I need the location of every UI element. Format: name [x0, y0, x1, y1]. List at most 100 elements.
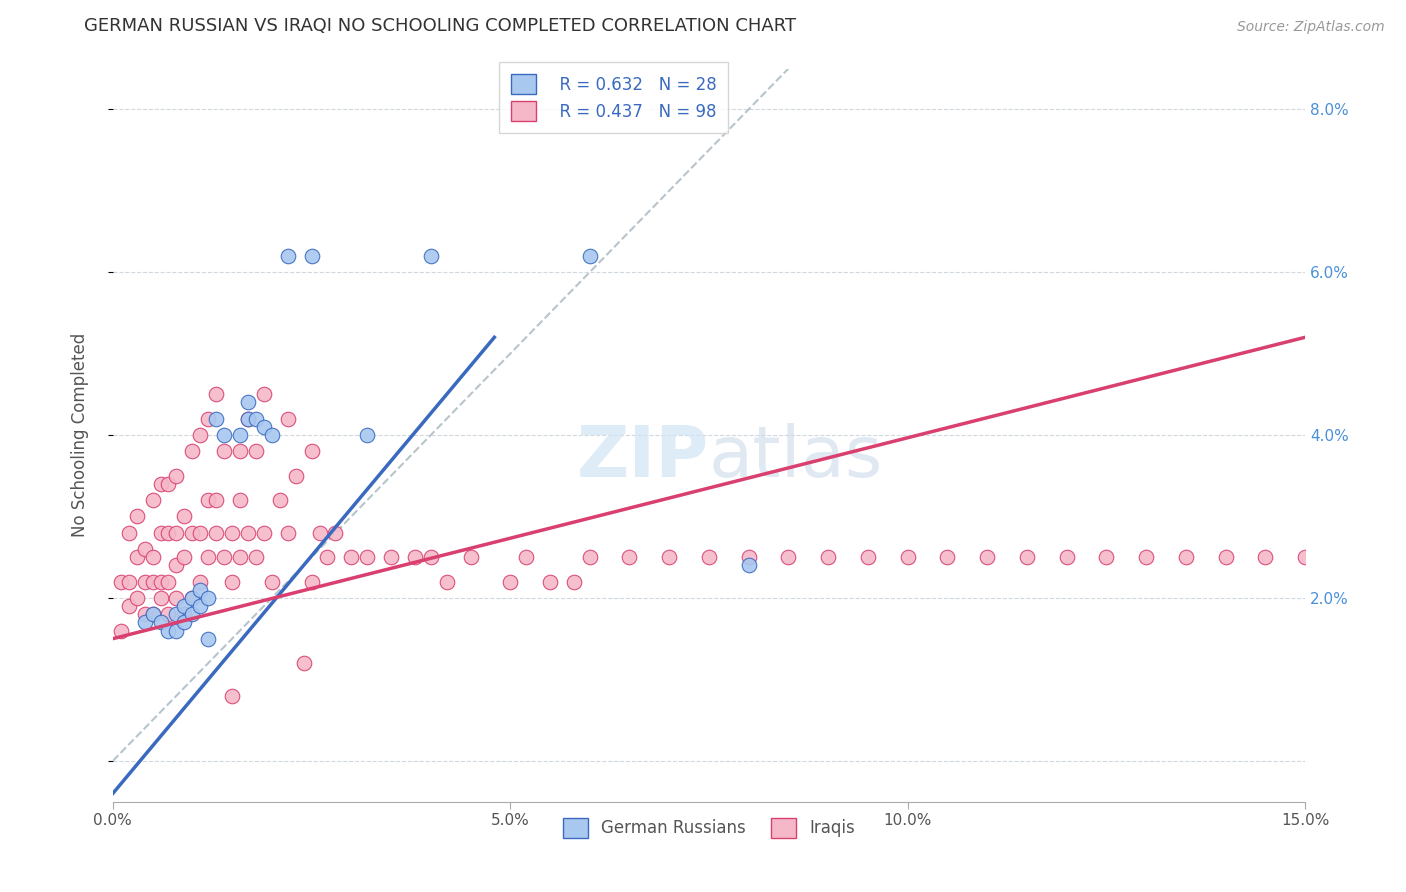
Legend: German Russians, Iraqis: German Russians, Iraqis — [557, 811, 862, 845]
Point — [173, 615, 195, 630]
Point — [188, 599, 211, 613]
Point — [118, 574, 141, 589]
Point — [181, 444, 204, 458]
Point — [538, 574, 561, 589]
Point — [165, 525, 187, 540]
Point — [149, 574, 172, 589]
Point — [188, 574, 211, 589]
Point — [419, 249, 441, 263]
Point — [284, 468, 307, 483]
Point — [125, 509, 148, 524]
Point — [277, 249, 299, 263]
Point — [236, 411, 259, 425]
Point — [165, 468, 187, 483]
Point — [197, 493, 219, 508]
Point — [134, 607, 156, 622]
Point — [1333, 550, 1355, 565]
Point — [173, 599, 195, 613]
Point — [110, 574, 132, 589]
Point — [229, 428, 252, 442]
Point — [142, 607, 165, 622]
Point — [245, 411, 267, 425]
Point — [380, 550, 402, 565]
Point — [897, 550, 920, 565]
Point — [404, 550, 426, 565]
Point — [229, 493, 252, 508]
Point — [658, 550, 681, 565]
Point — [157, 477, 180, 491]
Point — [165, 624, 187, 638]
Point — [212, 428, 235, 442]
Point — [157, 525, 180, 540]
Point — [229, 550, 252, 565]
Point — [738, 558, 761, 573]
Point — [118, 525, 141, 540]
Point — [157, 607, 180, 622]
Point — [173, 509, 195, 524]
Point — [253, 387, 276, 401]
Point — [301, 249, 323, 263]
Point — [316, 550, 339, 565]
Point — [212, 550, 235, 565]
Point — [1215, 550, 1237, 565]
Point — [245, 550, 267, 565]
Point — [436, 574, 458, 589]
Point — [356, 428, 378, 442]
Point — [188, 582, 211, 597]
Point — [260, 574, 283, 589]
Point — [1095, 550, 1118, 565]
Point — [340, 550, 363, 565]
Point — [134, 542, 156, 557]
Point — [188, 525, 211, 540]
Text: atlas: atlas — [709, 423, 883, 491]
Point — [181, 591, 204, 605]
Point — [277, 525, 299, 540]
Point — [253, 420, 276, 434]
Point — [142, 493, 165, 508]
Text: ZIP: ZIP — [576, 423, 709, 491]
Point — [197, 632, 219, 646]
Point — [619, 550, 641, 565]
Point — [1174, 550, 1197, 565]
Point — [301, 574, 323, 589]
Point — [173, 550, 195, 565]
Point — [236, 411, 259, 425]
Point — [460, 550, 482, 565]
Point — [142, 574, 165, 589]
Point — [356, 550, 378, 565]
Point — [277, 411, 299, 425]
Point — [245, 444, 267, 458]
Point — [1135, 550, 1157, 565]
Point — [260, 428, 283, 442]
Point — [778, 550, 800, 565]
Point — [292, 656, 315, 670]
Point — [149, 591, 172, 605]
Point — [936, 550, 959, 565]
Point — [253, 525, 276, 540]
Point — [134, 615, 156, 630]
Point — [1254, 550, 1277, 565]
Point — [269, 493, 291, 508]
Point — [236, 395, 259, 409]
Point — [1056, 550, 1078, 565]
Point — [165, 558, 187, 573]
Point — [118, 599, 141, 613]
Point — [325, 525, 347, 540]
Point — [125, 550, 148, 565]
Point — [221, 689, 243, 703]
Point — [205, 411, 228, 425]
Y-axis label: No Schooling Completed: No Schooling Completed — [72, 333, 89, 537]
Point — [149, 477, 172, 491]
Point — [173, 607, 195, 622]
Point — [221, 525, 243, 540]
Point — [308, 525, 330, 540]
Point — [229, 444, 252, 458]
Point — [165, 591, 187, 605]
Point — [205, 387, 228, 401]
Point — [197, 591, 219, 605]
Point — [205, 493, 228, 508]
Point — [149, 615, 172, 630]
Point — [149, 525, 172, 540]
Point — [562, 574, 585, 589]
Point — [499, 574, 522, 589]
